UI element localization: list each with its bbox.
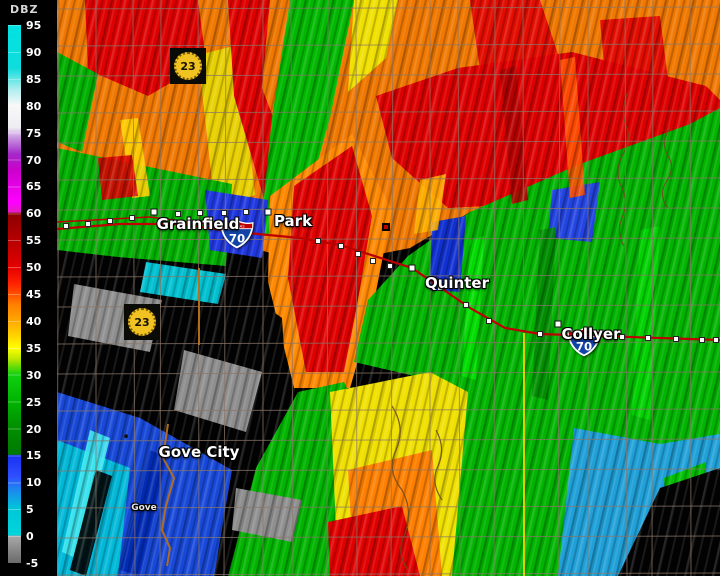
legend-tick: 75 [26, 126, 42, 140]
legend-tick: 35 [26, 341, 42, 355]
road-mile-dot [243, 209, 249, 215]
road-mile-dot [673, 336, 679, 342]
route-23-sunflower-marker: ● [121, 431, 132, 442]
sunflower-circle: 23 [128, 308, 156, 336]
city-label: Gove [131, 503, 157, 513]
city-label: Gove City [158, 443, 240, 461]
legend-tick: 85 [26, 72, 42, 86]
road-mile-dot [370, 258, 376, 264]
legend-tick: 45 [26, 288, 42, 301]
road-mile-dot [619, 334, 625, 340]
road-mile-dot [486, 318, 492, 324]
legend-tick: 80 [26, 99, 42, 113]
dbz-legend: DBZ 95 90 85 80 75 70 65 60 55 50 45 40 35 30 25 20 15 10… [0, 0, 57, 576]
route-23-sunflower-marker: 23 [124, 304, 160, 340]
legend-tick: 0 [26, 530, 34, 544]
town-dot [264, 208, 272, 216]
legend-tick: 50 [26, 261, 42, 275]
road-mile-dot [387, 263, 393, 269]
road-mile-dot [221, 210, 227, 216]
legend-tick: 30 [26, 368, 42, 382]
city-label: Quinter [425, 274, 489, 292]
road-mile-dot [175, 211, 181, 217]
interstate-70-shield: KANSAS 70 [567, 327, 601, 361]
city-label: Collyer [561, 325, 621, 343]
town-dot [150, 208, 158, 216]
town-dot [554, 320, 562, 328]
legend-tick: 25 [26, 395, 42, 409]
legend-tick: -5 [26, 557, 39, 570]
route-23-sunflower-marker: 23 [170, 48, 206, 84]
shield-route-number: 70 [229, 231, 245, 245]
road-mile-dot [713, 337, 719, 343]
road-mile-dot [437, 285, 443, 291]
legend-tick: 40 [26, 314, 42, 328]
shield-state-caption: KANSAS [576, 332, 592, 337]
legend-tick: 70 [26, 153, 42, 167]
legend-tick: 10 [26, 476, 42, 490]
road-mile-dot [699, 337, 705, 343]
shield-state-caption: KANSAS [229, 224, 245, 229]
legend-tick: 55 [26, 234, 42, 248]
city-label: Grainfield [156, 215, 240, 233]
legend-tick: 5 [26, 503, 34, 517]
interstate-shield-graphic: KANSAS 70 [220, 219, 254, 249]
road-mile-dot [63, 223, 69, 229]
city-label: Park [273, 212, 313, 230]
legend-tick: 95 [26, 19, 42, 32]
road-mile-dot [463, 302, 469, 308]
road-mile-dot [355, 251, 361, 257]
poi-marker-center [384, 225, 388, 229]
legend-tick: 20 [26, 422, 42, 436]
road-mile-dot [129, 215, 135, 221]
county-road-grid [56, 0, 720, 576]
poi-marker [382, 223, 390, 231]
road-mile-dot [338, 243, 344, 249]
shield-route-number: 70 [576, 339, 592, 353]
sunflower-circle: 23 [174, 52, 202, 80]
sunflower-circle: ● [123, 433, 129, 439]
interstate-70-shield: KANSAS 70 [220, 219, 254, 253]
road-mile-dot [537, 331, 543, 337]
legend-tick: 90 [26, 45, 42, 59]
road-mile-dot [85, 221, 91, 227]
road-mile-dot [197, 210, 203, 216]
town-dot [408, 264, 416, 272]
dbz-colorbar [8, 25, 21, 563]
road-mile-dot [315, 238, 321, 244]
legend-title: DBZ [10, 3, 39, 16]
road-mile-dot [107, 218, 113, 224]
radar-bin-texture [57, 0, 720, 576]
legend-tick: 65 [26, 180, 42, 194]
road-mile-dot [645, 335, 651, 341]
legend-tick: 60 [26, 207, 42, 221]
interstate-shield-graphic: KANSAS 70 [567, 327, 601, 357]
legend-tick: 15 [26, 449, 42, 463]
dbz-colorbar-segments [8, 25, 21, 563]
